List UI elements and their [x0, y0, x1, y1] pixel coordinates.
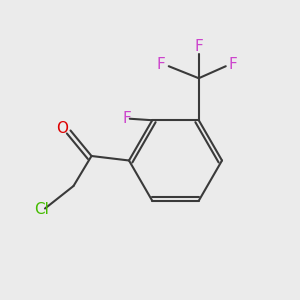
- Text: F: F: [194, 39, 203, 54]
- Text: F: F: [122, 111, 131, 126]
- Text: Cl: Cl: [34, 202, 49, 217]
- Text: O: O: [56, 122, 68, 136]
- Text: F: F: [157, 57, 166, 72]
- Text: F: F: [229, 57, 238, 72]
